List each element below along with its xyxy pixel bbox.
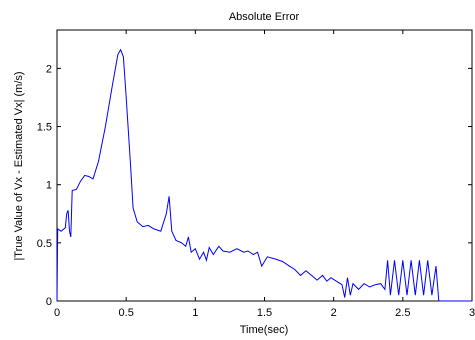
x-tick-label: 3 [469, 307, 475, 319]
y-tick-label: 2 [46, 63, 52, 75]
y-tick-label: 1 [46, 180, 52, 192]
x-tick-label: 1.5 [257, 307, 272, 319]
x-tick-label: 2.5 [395, 307, 410, 319]
y-tick-label: 1.5 [37, 122, 52, 134]
x-axis-label: Time(sec) [240, 324, 288, 336]
x-tick-label: 0 [54, 307, 60, 319]
y-tick-label: 0.5 [37, 238, 52, 250]
x-tick-label: 2 [331, 307, 337, 319]
chart-title: Absolute Error [229, 11, 300, 23]
y-tick-label: 0 [46, 296, 52, 308]
y-axis-label: |True Value of Vx - Estimated Vx| (m/s) [13, 71, 25, 260]
data-line [56, 48, 472, 302]
x-tick-label: 1 [192, 307, 198, 319]
plot-area [56, 29, 473, 302]
x-tick-label: 0.5 [119, 307, 134, 319]
